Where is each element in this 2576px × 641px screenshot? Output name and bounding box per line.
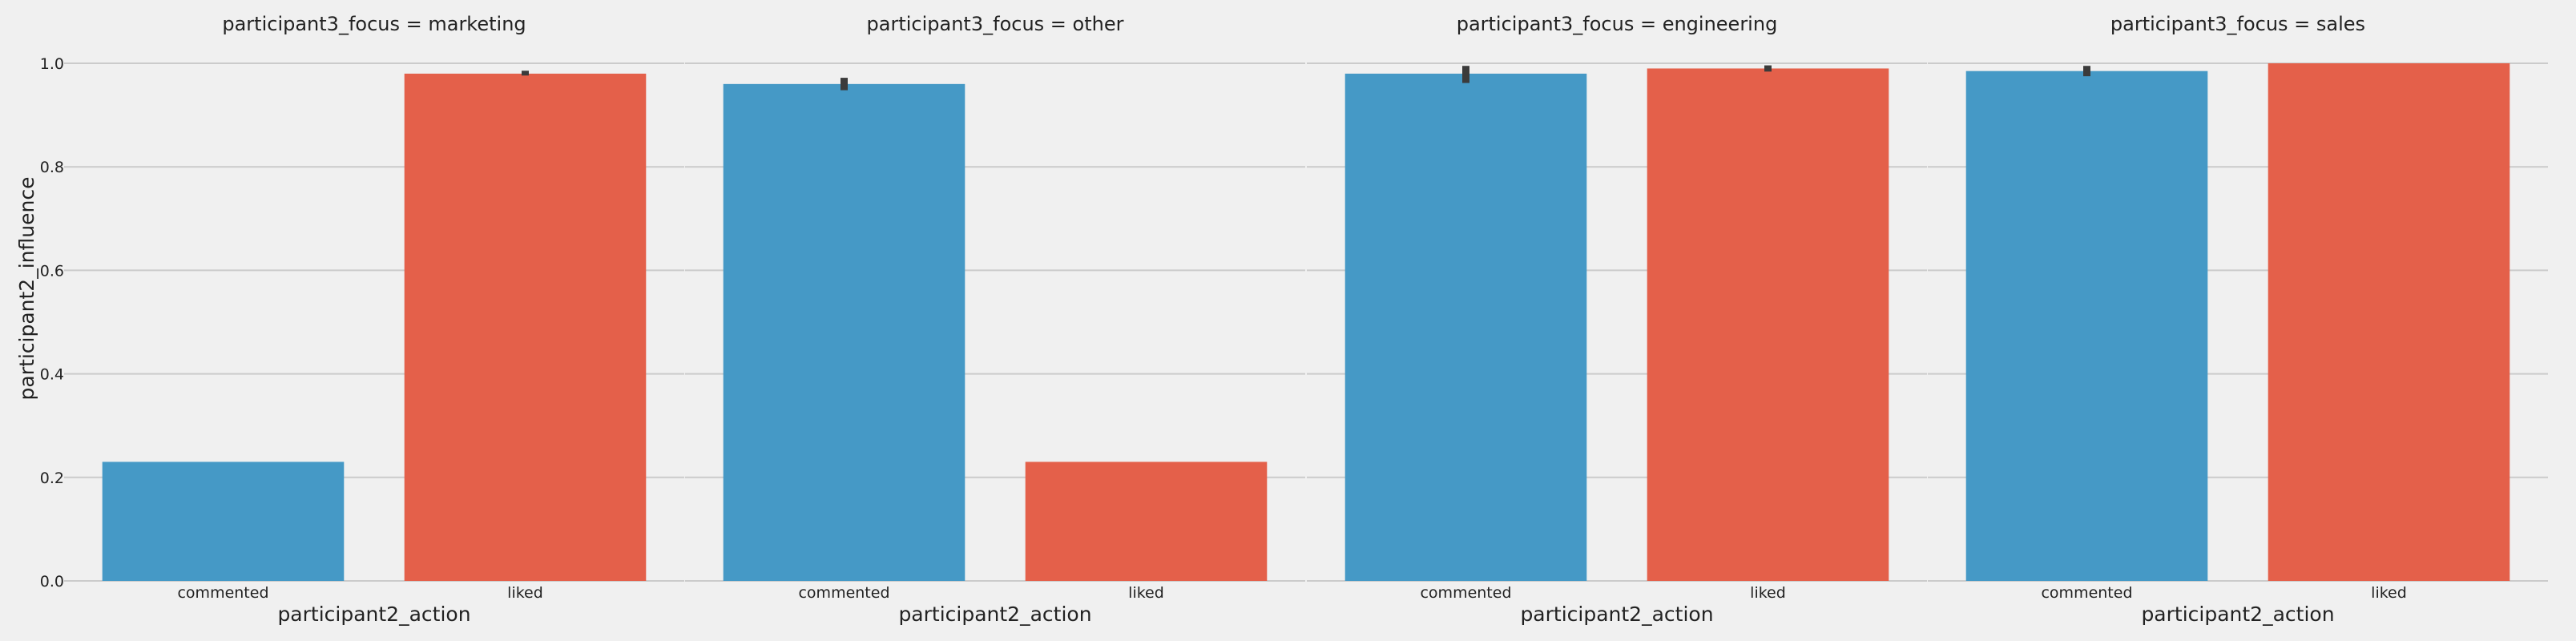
x-axis-label: participant2_action [898, 603, 1091, 626]
bar-layer [102, 63, 2510, 582]
facet-title: participant3_focus = marketing [222, 13, 526, 35]
bar-commented [1965, 71, 2208, 581]
text-layer: 0.0 0.2 0.4 0.6 0.8 1.0 participant3_focus = m… [40, 13, 2407, 626]
facet-title: participant3_focus = other [867, 13, 1124, 35]
y-tick-label: 0.6 [40, 262, 64, 280]
bar-liked [404, 73, 647, 582]
bar-liked [1647, 68, 1889, 581]
y-tick-label: 1.0 [40, 55, 64, 73]
bar-liked [1025, 462, 1268, 581]
x-tick-label: commented [1420, 584, 1511, 602]
bar-commented [1344, 73, 1587, 582]
x-tick-label: liked [1128, 584, 1164, 602]
y-tick-label: 0.0 [40, 573, 64, 591]
x-axis-label: participant2_action [2141, 603, 2334, 626]
x-tick-label: liked [2371, 584, 2407, 602]
x-axis-label: participant2_action [277, 603, 470, 626]
y-tick-label: 0.2 [40, 470, 64, 487]
y-tick-label: 0.4 [40, 366, 64, 384]
facet-title: participant3_focus = sales [2110, 13, 2365, 35]
x-axis-label: participant2_action [1520, 603, 1713, 626]
bar-commented [102, 462, 345, 581]
x-tick-label: commented [798, 584, 889, 602]
x-tick-label: liked [507, 584, 543, 602]
bar-commented [723, 83, 965, 582]
x-tick-label: commented [2041, 584, 2132, 602]
x-tick-label: liked [1750, 584, 1786, 602]
y-axis-label: participant2_influence [15, 177, 38, 401]
bar-liked [2268, 63, 2510, 581]
x-tick-label: commented [177, 584, 268, 602]
facet-title: participant3_focus = engineering [1457, 13, 1778, 35]
y-tick-label: 0.8 [40, 159, 64, 176]
